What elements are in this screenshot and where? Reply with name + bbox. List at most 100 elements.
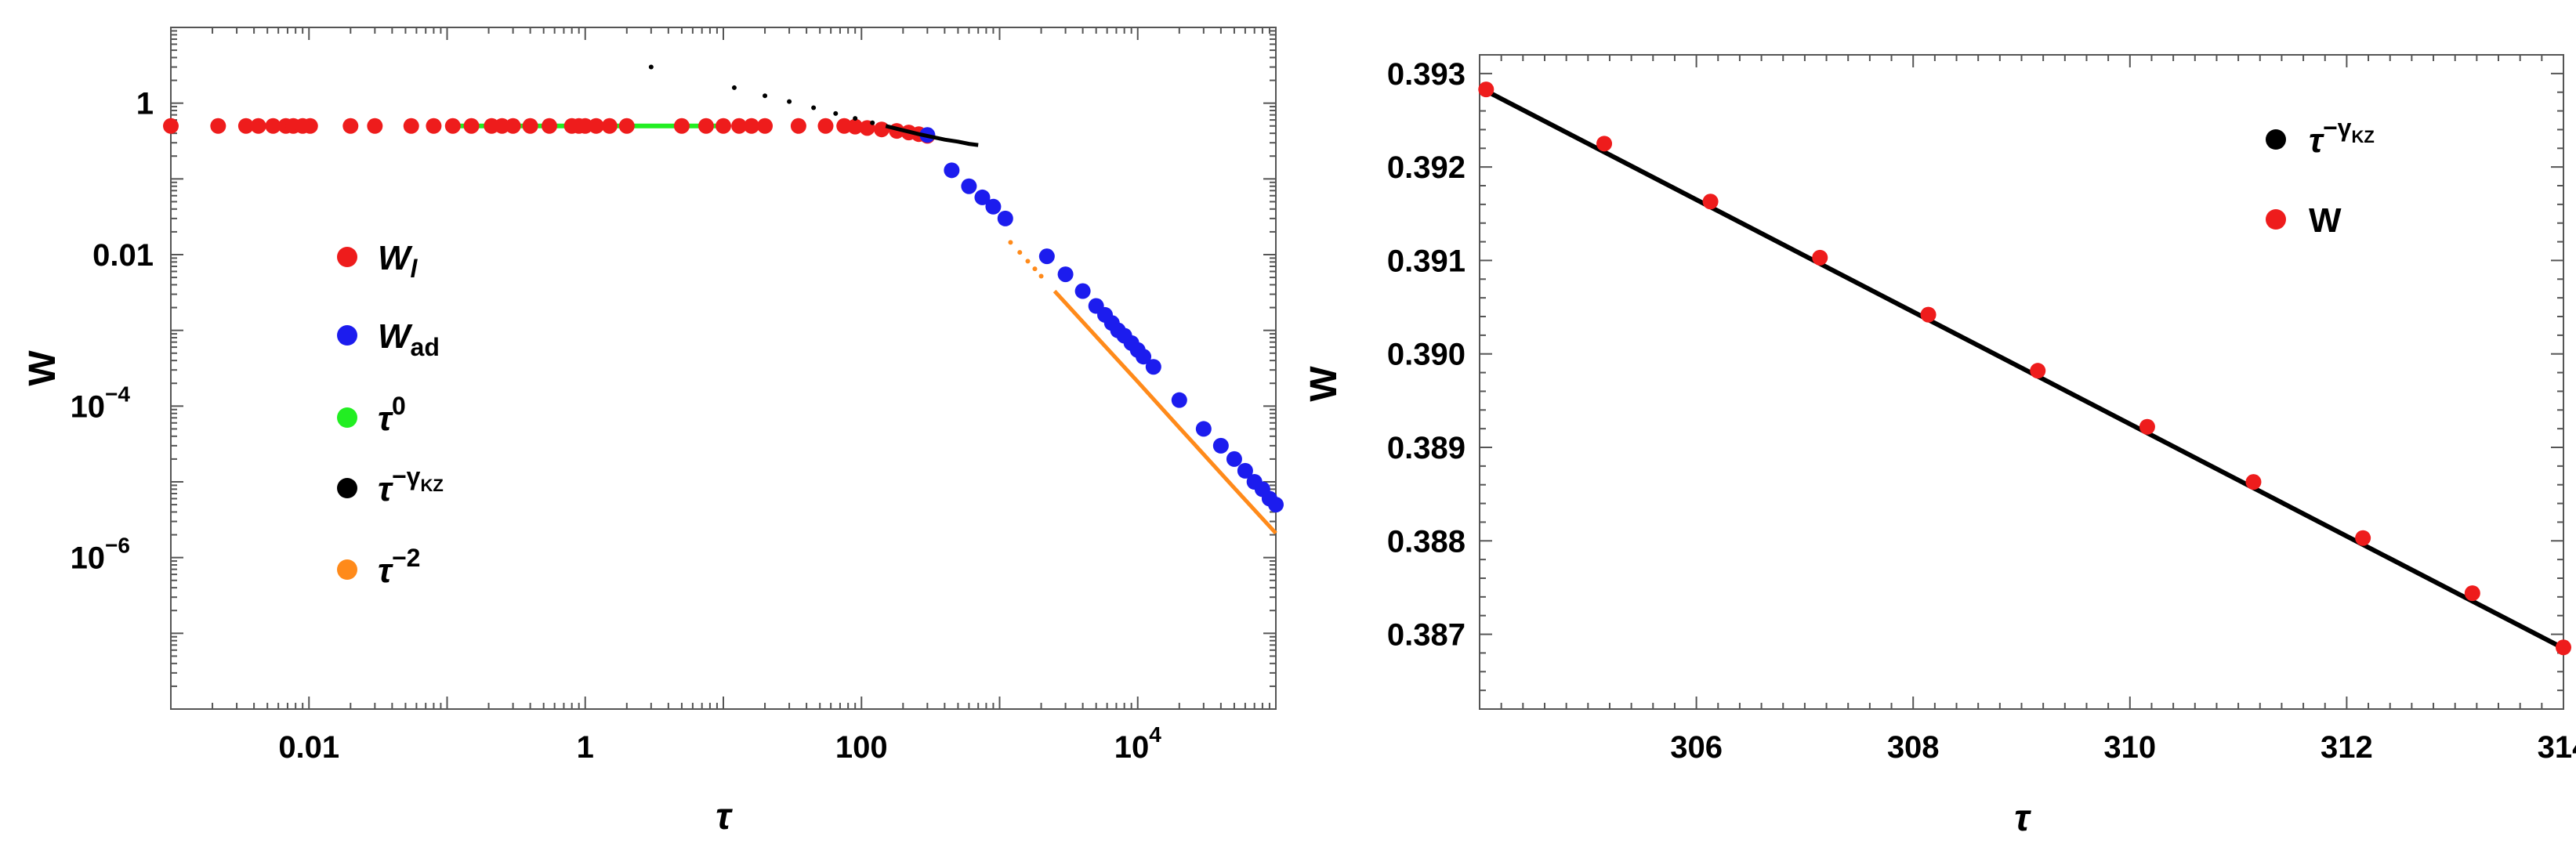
legend-label-kz-base: τ <box>378 470 393 508</box>
data-point-w-l <box>588 118 604 134</box>
legend-label-w-l-sub: l <box>411 255 418 283</box>
data-point-w-ad <box>961 178 977 194</box>
data-point-w <box>2464 585 2480 602</box>
y-tick-label-base: 10 <box>71 389 106 424</box>
x-tick-label-exp: 4 <box>1149 722 1161 747</box>
data-point-w-l <box>618 118 635 134</box>
data-point-w <box>2556 639 2571 656</box>
legend-label-0: τ0 <box>378 392 406 438</box>
plot-frame-left <box>170 27 1277 710</box>
series-line-2 <box>1053 289 1277 535</box>
y-tick-labels-left: 1 0.01 10−4 10−6 <box>71 87 154 576</box>
data-point-w-l <box>210 118 226 134</box>
x-tick-label: 1 <box>577 730 594 765</box>
x-tick-labels-left: 0.01 1 100 104 <box>278 722 1161 765</box>
data-point-w-ad <box>944 162 960 179</box>
legend-swatch-kz <box>337 478 357 498</box>
x-tick-label: 310 <box>2103 730 2156 765</box>
legend-label-2: τ−2 <box>378 544 420 590</box>
series-layer-right <box>1478 81 2571 656</box>
dot-2 <box>1008 240 1013 245</box>
y-tick-label: 0.391 <box>1387 244 1466 278</box>
data-point-w-l <box>817 118 834 134</box>
y-tick-label: 10−6 <box>71 534 130 576</box>
legend-label-w-ad-sub: ad <box>411 333 440 361</box>
data-point-w-l <box>367 118 383 134</box>
tick-marks-right <box>1479 54 2564 710</box>
dot-2 <box>1025 259 1031 264</box>
data-point-w-ad <box>1237 462 1253 479</box>
data-point-w-l <box>757 118 774 134</box>
data-point-w-l <box>342 118 359 134</box>
legend-label-2-sup: −2 <box>392 544 420 572</box>
dot-kz <box>811 105 817 110</box>
dot-kz <box>853 116 858 121</box>
x-tick-label: 312 <box>2321 730 2373 765</box>
data-point-w-l <box>250 118 266 134</box>
dot-2 <box>1017 250 1023 255</box>
data-point-w-l <box>577 118 593 134</box>
data-point-w-l <box>541 118 557 134</box>
data-point-w-ad <box>1145 359 1161 375</box>
data-point-w <box>1596 136 1613 152</box>
x-tick-label: 0.01 <box>278 730 339 765</box>
x-tick-label-base: 0.01 <box>278 730 339 765</box>
y-tick-label-exp: −4 <box>105 382 130 406</box>
legend-swatch-w-l <box>337 247 357 267</box>
legend-swatch-w <box>2266 209 2286 230</box>
y-tick-label: 0.01 <box>92 238 154 273</box>
data-point-w-l <box>444 118 461 134</box>
legend-label-kz-supsub: KZ <box>2351 127 2374 147</box>
series-kz <box>1478 85 2565 651</box>
data-point-w-l <box>163 118 179 134</box>
plot-frame-right <box>1479 54 2564 710</box>
data-point-w <box>1920 306 1937 323</box>
x-tick-label-base: 10 <box>1114 730 1150 765</box>
legend-label-kz-supsub: KZ <box>420 476 443 495</box>
dot-kz <box>763 93 768 99</box>
data-point-w-ad <box>1074 283 1091 299</box>
data-point-w-ad <box>1171 392 1187 408</box>
legend-label-kz-base: τ <box>2309 121 2324 160</box>
x-axis-title-right: τ <box>2014 798 2031 839</box>
data-point-w-l <box>874 121 890 138</box>
x-axis-title-left: τ <box>716 796 733 838</box>
y-axis-title-right: W <box>1303 366 1345 402</box>
data-point-w-ad <box>997 210 1013 226</box>
data-point-w-ad <box>1195 421 1212 437</box>
data-point-w-l <box>673 118 690 134</box>
x-tick-label: 104 <box>1114 722 1162 765</box>
legend-label-kz: τ−γKZ <box>2309 114 2375 160</box>
data-point-w-ad <box>1057 266 1074 283</box>
series-kz <box>648 64 979 147</box>
series-2 <box>1008 240 1277 535</box>
dot-kz <box>833 110 839 116</box>
y-tick-label: 0.390 <box>1387 338 1466 372</box>
series-w <box>1478 81 2571 656</box>
data-point-w-ad <box>985 198 1002 215</box>
data-point-w <box>1702 194 1719 210</box>
data-point-w-ad <box>1226 451 1242 467</box>
y-tick-label: 0.392 <box>1387 150 1466 185</box>
data-point-w-l <box>237 118 254 134</box>
y-tick-label: 1 <box>136 87 154 121</box>
data-point-w-l <box>716 118 731 134</box>
data-point-w <box>2139 418 2155 435</box>
data-point-w-l <box>505 118 521 134</box>
data-point-w-l <box>522 118 538 134</box>
data-point-w-l <box>426 118 442 134</box>
data-point-w-ad <box>1268 497 1284 513</box>
y-axis-title-left: W <box>22 350 63 386</box>
data-point-w <box>2355 530 2371 546</box>
data-point-w-ad <box>1212 437 1229 454</box>
x-tick-label: 100 <box>835 730 888 765</box>
legend-swatch-2 <box>337 559 357 580</box>
data-point-w-ad <box>1136 349 1152 365</box>
data-point-w-l <box>697 118 714 134</box>
series-layer-left <box>163 64 1284 535</box>
legend-swatch-w-ad <box>337 325 357 346</box>
data-point-w-l <box>601 118 618 134</box>
data-point-w-ad <box>974 189 991 205</box>
